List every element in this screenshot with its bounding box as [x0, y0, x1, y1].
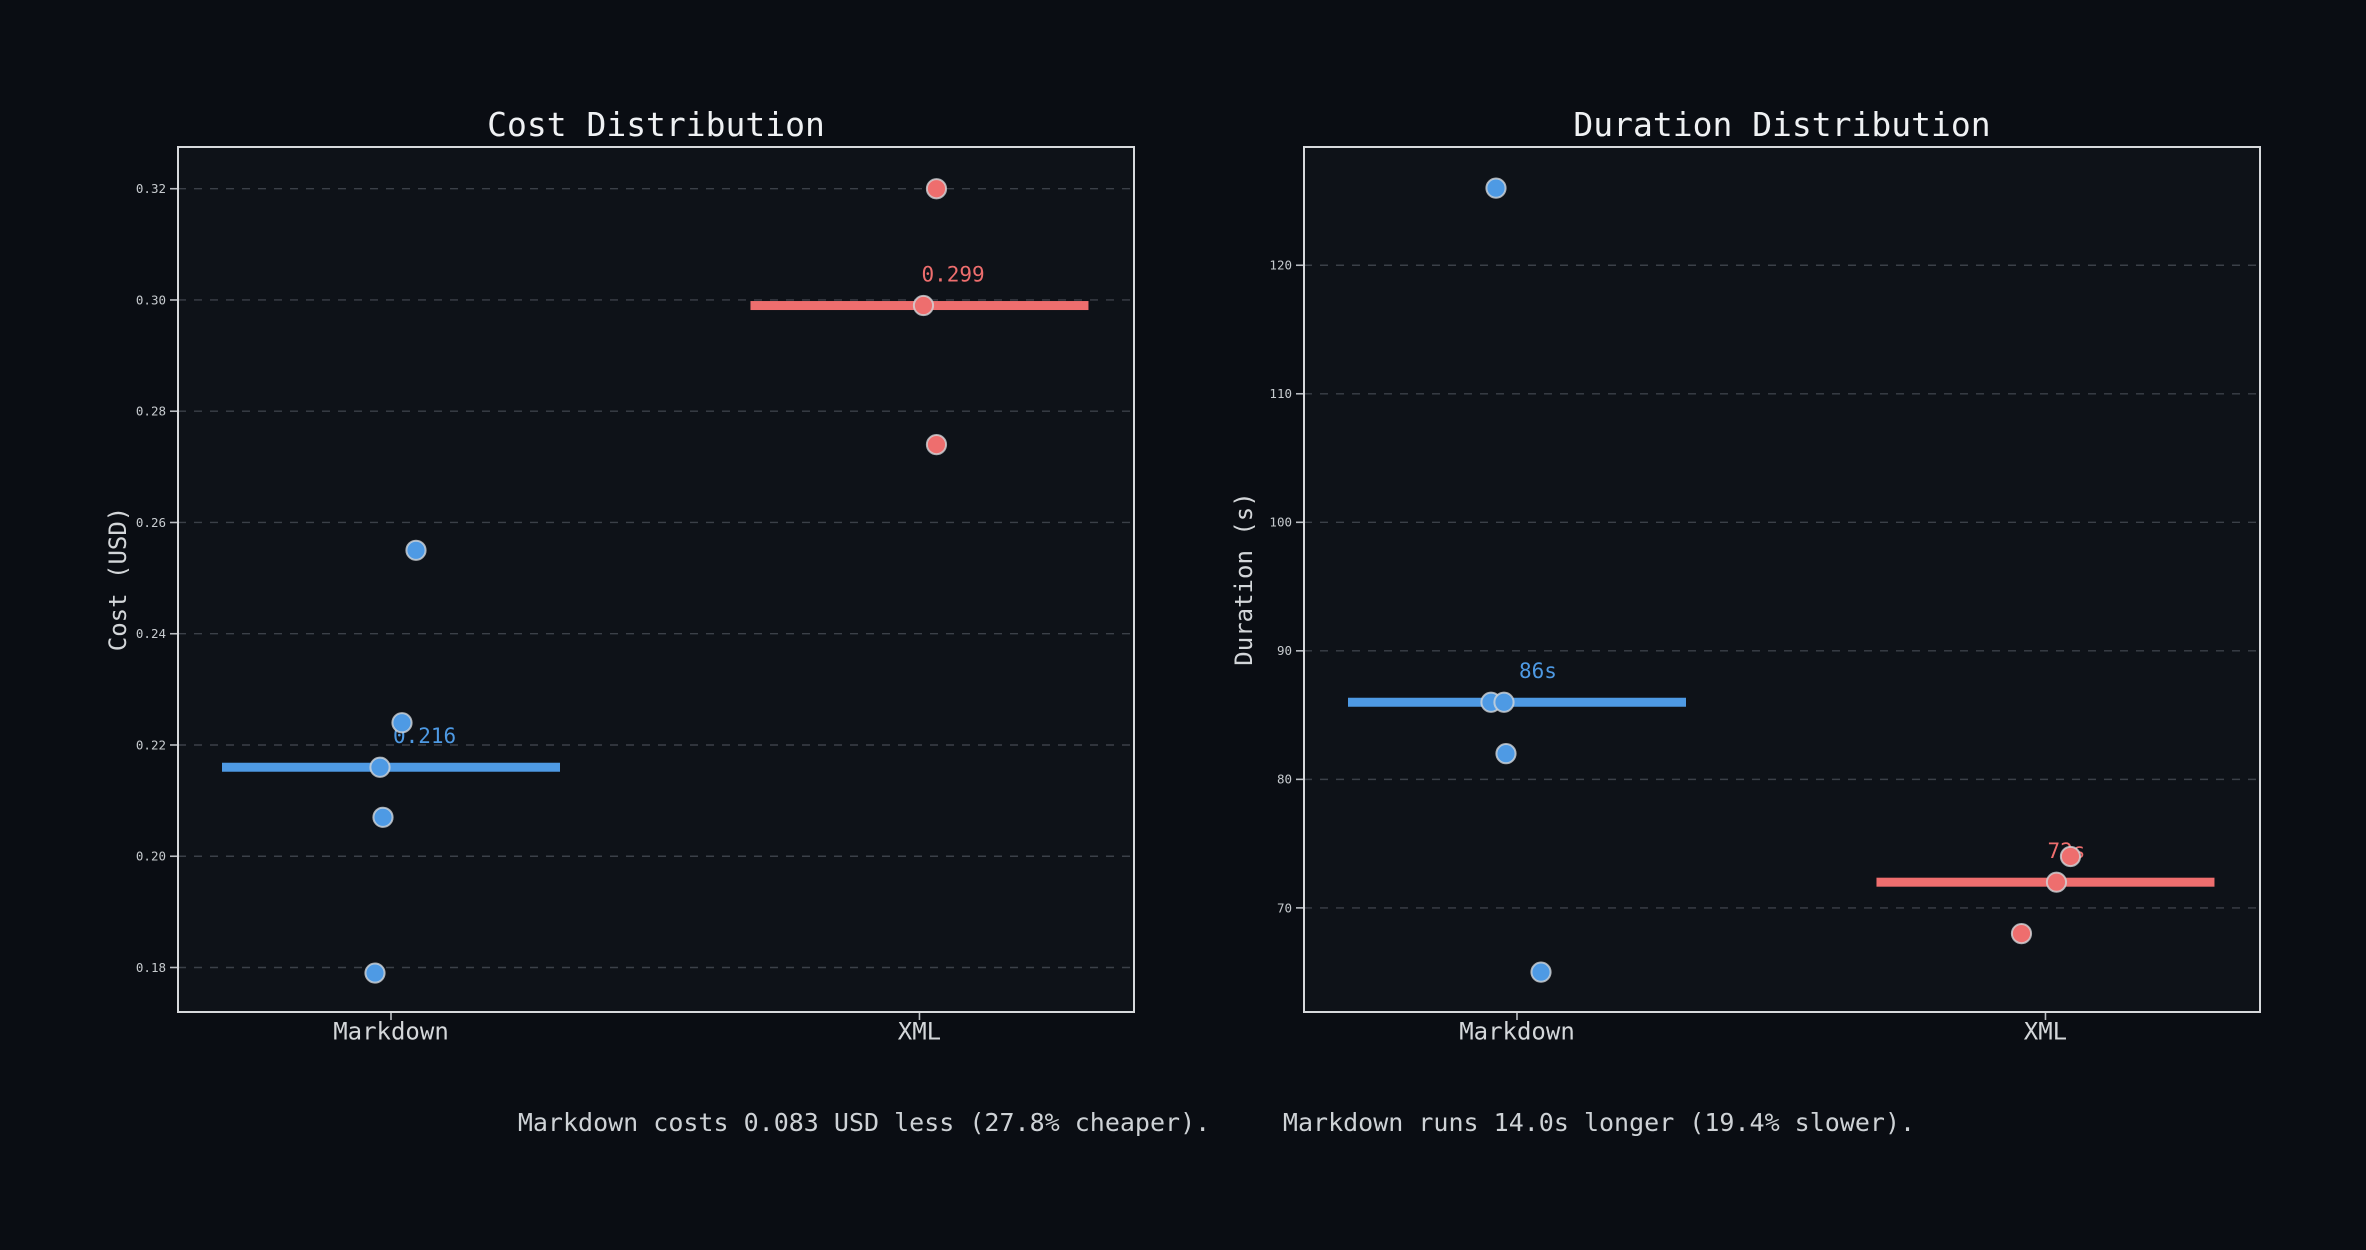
data-point	[1530, 961, 1552, 983]
axes-spine	[1303, 146, 2261, 1013]
median-label: 86s	[1519, 659, 1557, 683]
data-point	[1493, 691, 1515, 713]
data-point	[372, 806, 394, 828]
data-point	[405, 539, 427, 561]
data-point	[2045, 871, 2068, 893]
y-tick-label: 80	[1277, 772, 1292, 787]
axes-spine	[177, 146, 1135, 1013]
chart-title-duration: Duration Distribution	[1573, 105, 1991, 144]
caption-duration-summary: Markdown runs 14.0s longer (19.4% slower…	[1282, 1108, 1916, 1137]
y-tick-label: 90	[1277, 643, 1292, 658]
chart-title-cost: Cost Distribution	[487, 105, 825, 144]
x-category-label: XML	[2024, 1017, 2067, 1045]
x-category-label: Markdown	[333, 1017, 449, 1045]
data-point	[364, 962, 386, 984]
axes-background	[178, 147, 1134, 1012]
data-point	[925, 434, 948, 456]
y-tick-label: 0.26	[136, 515, 166, 530]
y-tick-label: 0.24	[136, 626, 166, 641]
data-point	[925, 178, 948, 200]
data-point	[1495, 743, 1517, 765]
y-tick-label: 0.32	[136, 181, 166, 196]
data-point	[391, 712, 413, 734]
data-point	[2010, 922, 2033, 945]
data-point	[2059, 845, 2082, 868]
median-line	[1347, 697, 1686, 707]
caption-cost-summary: Markdown costs 0.083 USD less (27.8% che…	[517, 1108, 1211, 1137]
x-category-label: Markdown	[1459, 1017, 1575, 1045]
y-tick-label: 0.22	[136, 737, 166, 752]
data-point	[369, 756, 391, 778]
y-tick-label: 120	[1269, 258, 1292, 273]
y-tick-label: 100	[1269, 515, 1292, 530]
y-axis-label-cost: Cost (USD)	[104, 506, 132, 652]
axes-background	[1304, 147, 2260, 1012]
y-tick-label: 0.20	[136, 849, 166, 864]
y-tick-label: 110	[1269, 386, 1292, 401]
x-category-label: XML	[898, 1017, 941, 1045]
y-tick-label: 0.30	[136, 292, 166, 307]
median-label: 0.299	[921, 263, 984, 287]
y-tick-label: 0.18	[136, 960, 166, 975]
median-line	[221, 762, 560, 772]
y-tick-label: 70	[1277, 900, 1292, 915]
y-axis-label-duration: Duration (s)	[1230, 492, 1258, 666]
median-line	[1876, 877, 2215, 887]
data-point	[912, 294, 935, 317]
data-point	[1485, 177, 1507, 199]
y-tick-label: 0.28	[136, 404, 166, 419]
